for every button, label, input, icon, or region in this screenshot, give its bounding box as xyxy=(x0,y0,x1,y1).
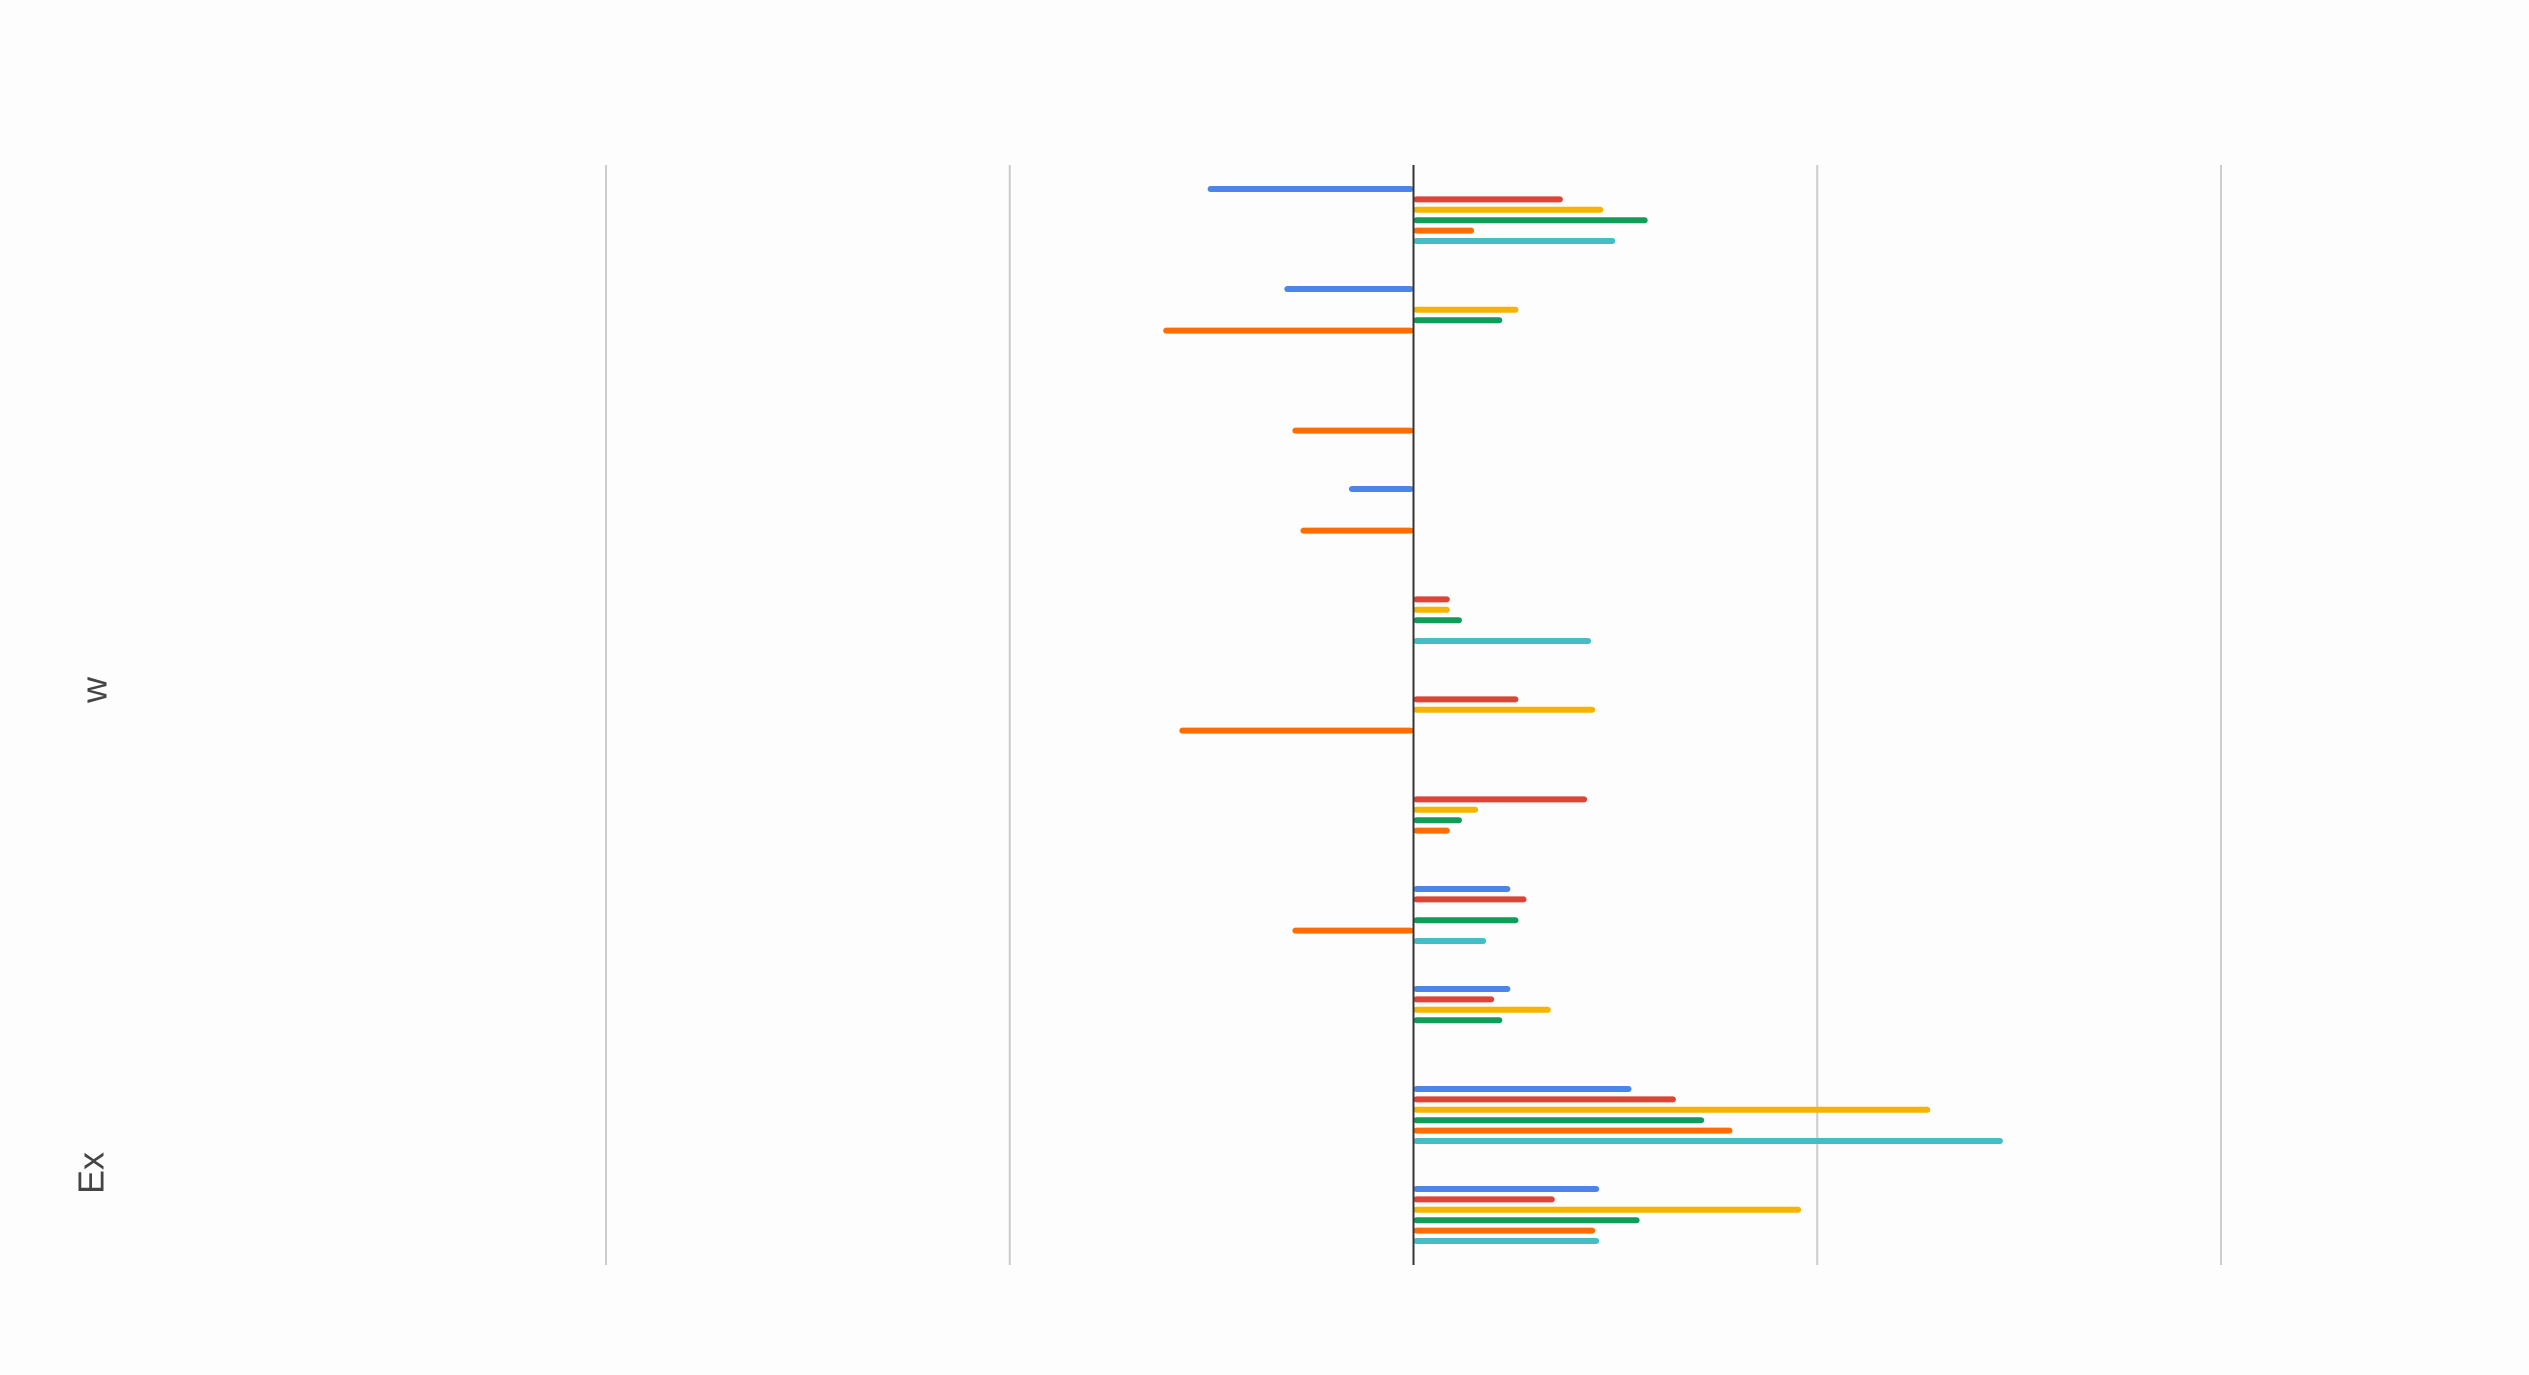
bar xyxy=(1348,486,1414,492)
bar xyxy=(1179,727,1414,734)
bar xyxy=(1413,986,1511,992)
bar xyxy=(1413,317,1503,324)
bar xyxy=(1292,427,1414,434)
bar xyxy=(1413,886,1511,892)
bar xyxy=(1413,1086,1632,1092)
bar xyxy=(1413,938,1487,944)
bar xyxy=(1413,827,1450,834)
bar xyxy=(1413,196,1563,203)
bar xyxy=(1413,606,1450,613)
bar xyxy=(1413,206,1604,213)
bar xyxy=(1413,238,1616,244)
bar xyxy=(1413,1217,1640,1224)
bar xyxy=(1413,227,1475,234)
bar xyxy=(1300,527,1414,534)
bar xyxy=(1413,1096,1676,1103)
bar xyxy=(1284,286,1414,292)
bar xyxy=(1292,927,1414,934)
bar xyxy=(1413,996,1495,1003)
bar xyxy=(1413,806,1479,813)
axis-annotation: w xyxy=(74,676,115,704)
bar xyxy=(1413,1206,1802,1213)
bar xyxy=(1413,1127,1733,1134)
bar xyxy=(1413,1186,1600,1192)
bar xyxy=(1413,1106,1931,1113)
bar xyxy=(1413,696,1519,703)
bar xyxy=(1413,1196,1555,1203)
axis-annotation: Ex xyxy=(71,1152,112,1194)
bar xyxy=(1413,217,1648,224)
bar xyxy=(1413,617,1462,624)
bar xyxy=(1413,817,1462,824)
bar xyxy=(1207,186,1414,192)
bar xyxy=(1413,896,1527,903)
bar xyxy=(1413,638,1592,644)
bar xyxy=(1413,1017,1503,1024)
bar xyxy=(1413,1117,1705,1124)
bar xyxy=(1413,1227,1596,1234)
bar xyxy=(1413,1006,1551,1013)
bar xyxy=(1413,1138,2003,1144)
bar xyxy=(1413,706,1596,713)
bar xyxy=(1163,327,1414,334)
bar xyxy=(1413,796,1588,803)
bar xyxy=(1413,596,1450,603)
bar xyxy=(1413,306,1519,313)
bar xyxy=(1413,917,1519,924)
bar xyxy=(1413,1238,1600,1244)
